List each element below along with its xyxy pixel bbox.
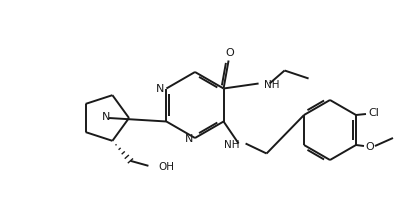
Text: OH: OH bbox=[158, 162, 174, 172]
Text: N: N bbox=[102, 112, 110, 122]
Text: NH: NH bbox=[264, 79, 279, 90]
Text: N: N bbox=[185, 134, 193, 144]
Text: Cl: Cl bbox=[369, 108, 380, 118]
Text: N: N bbox=[156, 84, 165, 94]
Text: O: O bbox=[366, 142, 375, 152]
Text: O: O bbox=[225, 48, 234, 58]
Text: NH: NH bbox=[224, 140, 240, 150]
